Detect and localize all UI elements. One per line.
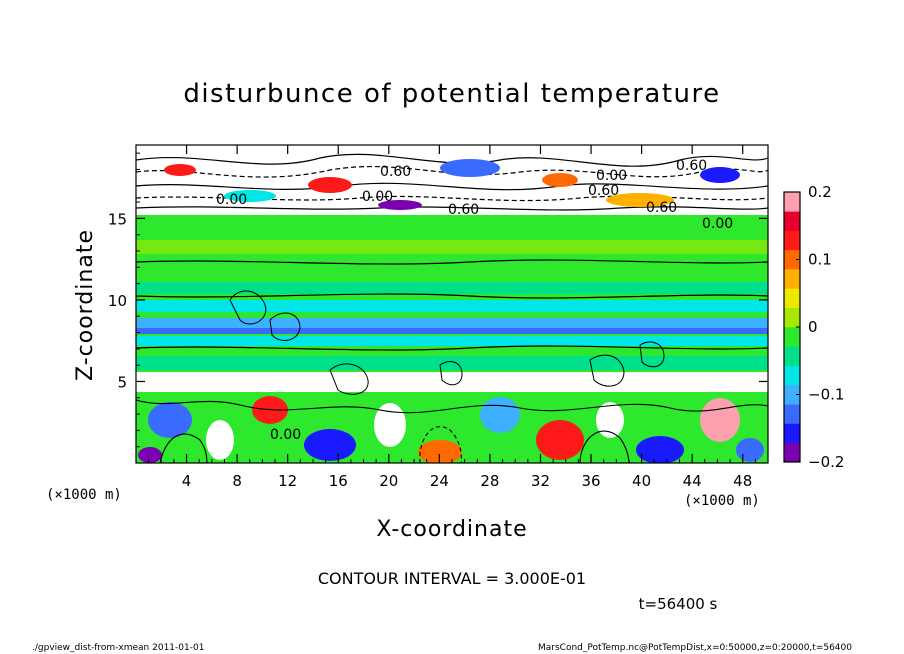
x-axis: 4 8 12 16 20 24 28 32 36 40 44 48 — [148, 145, 756, 490]
colorbar-swatch — [784, 230, 800, 251]
contour-label: 0.00 — [216, 192, 247, 208]
colorbar-tick-label: 0.1 — [808, 251, 832, 269]
colorbar-swatch — [784, 249, 800, 270]
x-tick-label: 24 — [430, 472, 449, 490]
x-tick-label: 36 — [581, 472, 600, 490]
colorbar-swatch — [784, 423, 800, 444]
colorbar-swatch — [784, 327, 800, 347]
colorbar-swatch — [784, 384, 800, 405]
y-axis: 5 10 15 — [108, 152, 768, 448]
colorbar-swatch — [784, 269, 800, 289]
colorbar-tick-label: 0.2 — [808, 183, 832, 201]
y-tick-label: 5 — [117, 373, 127, 391]
colorbar-swatch — [784, 307, 800, 328]
y-tick-label: 10 — [108, 292, 127, 310]
x-tick-label: 44 — [683, 472, 702, 490]
colorbar-swatch — [784, 288, 800, 309]
x-axis-label: X-coordinate — [376, 517, 527, 542]
y-tick-label: 15 — [108, 210, 127, 228]
time-label: t=56400 s — [639, 595, 718, 613]
contour-label: 0.60 — [380, 164, 411, 180]
footer-right: MarsCond_PotTemp.nc@PotTempDist,x=0:5000… — [538, 643, 852, 653]
contour-label: 0.00 — [702, 216, 733, 232]
colorbar-swatch — [784, 211, 800, 231]
contour-label: 0.60 — [676, 158, 707, 174]
x-tick-label: 16 — [329, 472, 348, 490]
contour-label: 0.00 — [270, 427, 301, 443]
colorbar-tick-label: −0.2 — [808, 453, 844, 471]
contour-label: 0.00 — [596, 168, 627, 184]
contour-label: 0.60 — [588, 183, 619, 199]
colorbar-swatch — [784, 442, 800, 463]
contour-label: 0.00 — [362, 189, 393, 205]
colorbar-tick-label: −0.1 — [808, 386, 844, 404]
x-tick-label: 40 — [632, 472, 651, 490]
chart-title: disturbunce of potential temperature — [183, 79, 720, 109]
footer-left: ./gpview_dist-from-xmean 2011-01-01 — [32, 643, 204, 653]
x-tick-label: 4 — [182, 472, 192, 490]
colorbar-swatch — [784, 365, 800, 386]
plot-area: 0.00 0.60 0.00 0.00 0.60 0.60 0.60 0.60 … — [136, 145, 768, 463]
colorbar-swatch — [784, 192, 800, 212]
x-tick-label: 20 — [379, 472, 398, 490]
x-tick-label: 28 — [480, 472, 499, 490]
colorbar-tick-label: 0 — [808, 318, 818, 336]
colorbar-swatch — [784, 346, 800, 366]
x-tick-label: 8 — [232, 472, 242, 490]
contour-label: 0.60 — [646, 200, 677, 216]
y-axis-label: Z-coordinate — [73, 229, 98, 381]
x-unit-right: (×1000 m) — [684, 493, 760, 509]
contour-interval: CONTOUR INTERVAL = 3.000E-01 — [318, 569, 586, 588]
colorbar-swatch — [784, 404, 800, 424]
x-unit-left: (×1000 m) — [46, 487, 122, 503]
colorbar: 0.2 0.1 0 −0.1 −0.2 — [783, 183, 844, 471]
x-tick-label: 32 — [531, 472, 550, 490]
x-tick-label: 48 — [733, 472, 752, 490]
contour-label: 0.60 — [448, 202, 479, 218]
x-tick-label: 12 — [278, 472, 297, 490]
